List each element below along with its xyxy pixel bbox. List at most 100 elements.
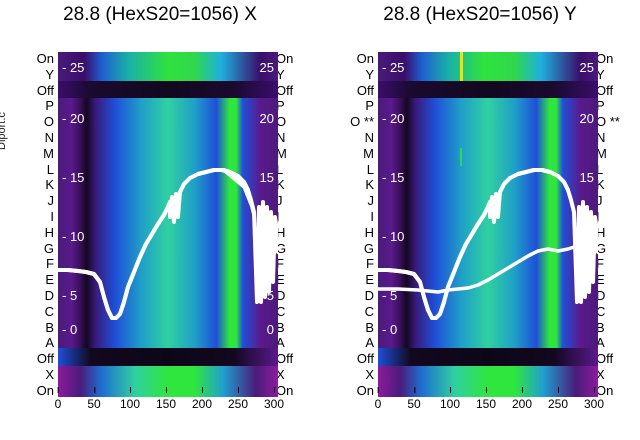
xtick-250: 250 (228, 397, 248, 411)
panel-right-x-ticks: 0 50 100 150 200 250 300 (378, 397, 598, 411)
label-off-2: Off (14, 352, 54, 365)
label-off-1: Off (14, 84, 54, 97)
label-x-r: X (334, 368, 374, 381)
label-m: M (14, 147, 54, 160)
label-j-right-r: J (596, 194, 640, 207)
label-g-right: G (276, 242, 324, 255)
label-o-asterisk-right-r: O ** (596, 115, 640, 128)
panel-right: 28.8 (HexS20=1056) Y On Y Off P O ** N M… (320, 0, 640, 440)
label-i-right: I (276, 210, 324, 223)
label-d-r: D (334, 289, 374, 302)
label-y-right-r: Y (596, 68, 640, 81)
label-on-1-right: On (276, 52, 324, 65)
label-k-right-r: K (596, 178, 640, 191)
xtick-100-r: 100 (440, 397, 460, 411)
signal-trace-right[interactable] (378, 52, 598, 397)
xtick-0-r: 0 (375, 397, 382, 411)
label-x-right: X (276, 368, 324, 381)
label-l-r: L (334, 163, 374, 176)
label-k-r: K (334, 178, 374, 191)
panel-right-title: 28.8 (HexS20=1056) Y (320, 4, 640, 26)
label-h-right: H (276, 226, 324, 239)
label-f: F (14, 257, 54, 270)
label-b-right: B (276, 321, 324, 334)
panel-left-category-labels: On Y Off P O N M L K J I H G F E D C B A… (14, 52, 54, 397)
label-off-1-right-r: Off (596, 84, 640, 97)
label-e-right: E (276, 273, 324, 286)
label-k-right: K (276, 178, 324, 191)
label-x-right-r: X (596, 368, 640, 381)
xtick-300: 300 (264, 397, 284, 411)
label-a-right-r: A (596, 336, 640, 349)
label-o: O (14, 115, 54, 128)
signal-trace-left[interactable] (58, 52, 278, 397)
label-c: C (14, 305, 54, 318)
panel-left-title: 28.8 (HexS20=1056) X (0, 4, 320, 26)
label-b: B (14, 321, 54, 334)
label-on-1-r: On (334, 52, 374, 65)
xtick-200: 200 (192, 397, 212, 411)
label-y-r: Y (334, 68, 374, 81)
label-m-right: M (276, 147, 324, 160)
label-p-right-r: P (596, 99, 640, 112)
label-on-2-r: On (334, 384, 374, 397)
label-e-r: E (334, 273, 374, 286)
label-on-2-right: On (276, 384, 324, 397)
panel-left-x-ticks: 0 50 100 150 200 250 300 (58, 397, 278, 411)
label-c-right: C (276, 305, 324, 318)
label-i: I (14, 210, 54, 223)
label-on-1: On (14, 52, 54, 65)
label-h-r: H (334, 226, 374, 239)
label-l-right-r: L (596, 163, 640, 176)
label-f-right: F (276, 257, 324, 270)
xtick-50-r: 50 (407, 397, 420, 411)
label-h-right-r: H (596, 226, 640, 239)
label-off-2-right: Off (276, 352, 324, 365)
label-i-r: I (334, 210, 374, 223)
label-a-r: A (334, 336, 374, 349)
label-n-right: N (276, 131, 324, 144)
label-x: X (14, 368, 54, 381)
label-off-2-r: Off (334, 352, 374, 365)
label-g-right-r: G (596, 242, 640, 255)
label-n: N (14, 131, 54, 144)
xtick-250-r: 250 (548, 397, 568, 411)
label-g: G (14, 242, 54, 255)
label-o-right: O (276, 115, 324, 128)
xtick-100: 100 (120, 397, 140, 411)
label-e-right-r: E (596, 273, 640, 286)
label-p-r: P (334, 99, 374, 112)
xtick-200-r: 200 (512, 397, 532, 411)
panel-right-heatmap[interactable]: - 25 - 20 - 15 - 10 - 5 - 0 25 20 15 (378, 52, 598, 397)
label-d: D (14, 289, 54, 302)
dual-heatmap-chart: 28.8 (HexS20=1056) X Diport.c On Y Off P… (0, 0, 640, 440)
label-m-right-r: M (596, 147, 640, 160)
label-j: J (14, 194, 54, 207)
label-d-right-r: D (596, 289, 640, 302)
panel-right-category-labels-right: On Y Off P O ** N M L K J I H G F E D C … (596, 52, 640, 397)
panel-left-category-labels-right: On Y Off P O N M L K J I H G F E D C B A… (276, 52, 324, 397)
label-d-right: D (276, 289, 324, 302)
label-off-1-right: Off (276, 84, 324, 97)
label-off-1-r: Off (334, 84, 374, 97)
label-a-right: A (276, 336, 324, 349)
label-on-2: On (14, 384, 54, 397)
xtick-50: 50 (87, 397, 100, 411)
xtick-150: 150 (156, 397, 176, 411)
label-y: Y (14, 68, 54, 81)
xtick-150-r: 150 (476, 397, 496, 411)
label-l-right: L (276, 163, 324, 176)
label-f-r: F (334, 257, 374, 270)
label-c-right-r: C (596, 305, 640, 318)
panel-left-heatmap[interactable]: - 25 - 20 - 15 - 10 - 5 - 0 25 20 15 10 … (58, 52, 278, 397)
label-on-2-right-r: On (596, 384, 640, 397)
label-b-right-r: B (596, 321, 640, 334)
label-k: K (14, 178, 54, 191)
label-j-r: J (334, 194, 374, 207)
xtick-0: 0 (55, 397, 62, 411)
label-y-right: Y (276, 68, 324, 81)
label-a: A (14, 336, 54, 349)
label-e: E (14, 273, 54, 286)
label-c-r: C (334, 305, 374, 318)
label-h: H (14, 226, 54, 239)
